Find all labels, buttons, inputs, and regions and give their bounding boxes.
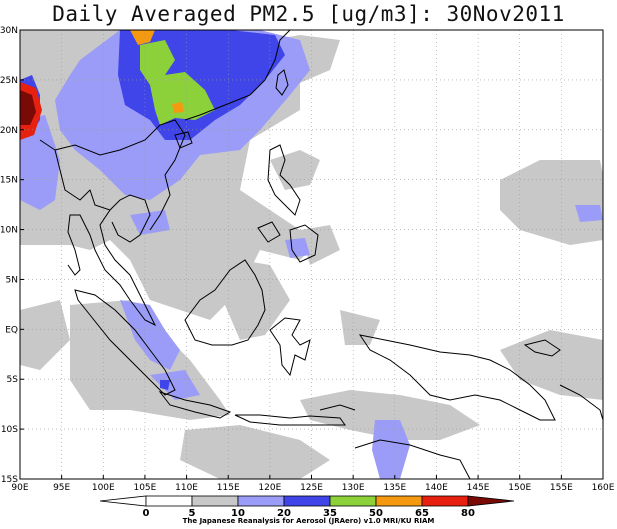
colorbar-label: 65: [415, 508, 429, 519]
x-tick-label: 145E: [467, 483, 490, 493]
y-tick-label: 10S: [1, 425, 18, 435]
map-title: Daily Averaged PM2.5 [ug/m3]: 30Nov2011: [52, 2, 565, 26]
colorbar-label: 80: [461, 508, 475, 519]
x-tick-label: 155E: [550, 483, 573, 493]
colorbar-label: 35: [323, 508, 337, 519]
colorbar-swatch: [375, 495, 423, 507]
x-tick-label: 130E: [342, 483, 365, 493]
x-tick-label: 125E: [300, 483, 323, 493]
x-tick-label: 160E: [592, 483, 615, 493]
x-tick-label: 95E: [53, 483, 70, 493]
x-tick-label: 150E: [508, 483, 531, 493]
y-tick-label: 30N: [0, 26, 18, 36]
x-tick-label: 135E: [383, 483, 406, 493]
y-axis: 30N 25N 20N 15N 10N 5N EQ 5S 10S 15S: [0, 26, 24, 485]
colorbar-arrow-low: [99, 495, 147, 507]
colorbar-arrow-high: [467, 495, 515, 507]
colorbar-swatch: [145, 495, 193, 507]
colorbar: 0 5 10 20 35 50 65 80: [99, 495, 515, 519]
x-axis: 90E 95E 100E 105E 110E 115E 120E 125E 130E 135E 14…: [11, 475, 615, 493]
y-tick-label: 20N: [0, 126, 18, 136]
credit-text: The Japanese Reanalysis for Aerosol (JRA…: [182, 517, 435, 525]
colorbar-swatch: [329, 495, 377, 507]
colorbar-label: 0: [143, 508, 150, 519]
x-tick-label: 140E: [425, 483, 448, 493]
y-tick-label: 5N: [6, 275, 18, 285]
field-level-80-plus: [20, 90, 36, 125]
y-tick-label: 5S: [7, 375, 19, 385]
x-tick-label: 100E: [92, 483, 115, 493]
x-tick-label: 105E: [133, 483, 156, 493]
colorbar-label: 5: [189, 508, 196, 519]
colorbar-label: 20: [277, 508, 291, 519]
y-tick-label: 10N: [0, 226, 18, 236]
colorbar-swatch: [283, 495, 331, 507]
y-tick-label: 15S: [1, 475, 18, 485]
colorbar-label: 10: [231, 508, 245, 519]
x-tick-label: 110E: [175, 483, 198, 493]
y-tick-label: 15N: [0, 176, 18, 186]
y-tick-label: 25N: [0, 76, 18, 86]
x-tick-label: 90E: [11, 483, 28, 493]
colorbar-swatch: [237, 495, 285, 507]
x-tick-label: 115E: [217, 483, 240, 493]
coastlines: [39, 30, 603, 479]
x-tick-label: 120E: [258, 483, 281, 493]
pm25-field: [20, 30, 603, 479]
y-tick-label: EQ: [5, 325, 18, 335]
colorbar-label: 50: [369, 508, 383, 519]
colorbar-swatch: [191, 495, 239, 507]
colorbar-swatch: [421, 495, 469, 507]
grid-lines: [20, 30, 603, 479]
